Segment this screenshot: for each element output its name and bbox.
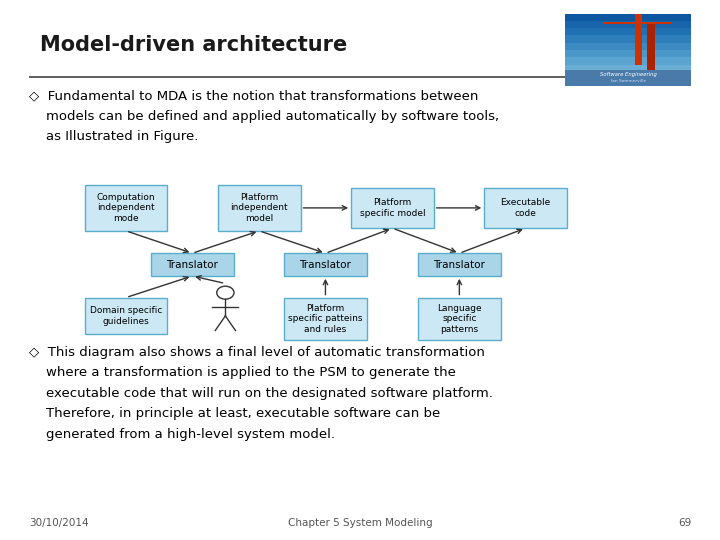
Bar — [565, 70, 691, 86]
Text: executable code that will run on the designated software platform.: executable code that will run on the des… — [29, 387, 492, 400]
Bar — [565, 65, 691, 72]
FancyBboxPatch shape — [418, 253, 501, 276]
Text: Chapter 5 System Modeling: Chapter 5 System Modeling — [288, 518, 432, 528]
Bar — [565, 43, 691, 50]
FancyBboxPatch shape — [418, 298, 501, 340]
Text: Model-driven architecture: Model-driven architecture — [40, 35, 347, 55]
Bar — [565, 36, 691, 43]
Bar — [565, 28, 691, 36]
Bar — [634, 14, 642, 65]
FancyBboxPatch shape — [284, 253, 367, 276]
Bar — [647, 24, 654, 72]
Text: 69: 69 — [678, 518, 691, 528]
Text: ◇  This diagram also shows a final level of automatic transformation: ◇ This diagram also shows a final level … — [29, 346, 485, 359]
Text: models can be defined and applied automatically by software tools,: models can be defined and applied automa… — [29, 110, 499, 123]
Text: Translator: Translator — [166, 260, 218, 269]
Text: Translator: Translator — [433, 260, 485, 269]
Text: Platform
independent
model: Platform independent model — [230, 193, 288, 223]
FancyBboxPatch shape — [484, 188, 567, 228]
Bar — [565, 57, 691, 65]
FancyBboxPatch shape — [284, 298, 367, 340]
Bar — [603, 22, 672, 24]
Text: Platform
specific patteins
and rules: Platform specific patteins and rules — [288, 303, 363, 334]
Text: Translator: Translator — [300, 260, 351, 269]
Bar — [565, 72, 691, 79]
Text: Platform
specific model: Platform specific model — [359, 198, 426, 218]
FancyBboxPatch shape — [151, 253, 233, 276]
Text: Executable
code: Executable code — [500, 198, 551, 218]
FancyBboxPatch shape — [351, 188, 433, 228]
Text: Ian Sommerville: Ian Sommerville — [611, 79, 646, 83]
Text: Language
specific
patterns: Language specific patterns — [437, 303, 482, 334]
Text: where a transformation is applied to the PSM to generate the: where a transformation is applied to the… — [29, 366, 456, 379]
FancyBboxPatch shape — [85, 298, 167, 334]
Text: ◇  Fundamental to MDA is the notion that transformations between: ◇ Fundamental to MDA is the notion that … — [29, 89, 478, 102]
Bar — [565, 21, 691, 28]
Bar — [565, 79, 691, 86]
Bar — [565, 50, 691, 57]
Text: Computation
independent
mode: Computation independent mode — [96, 193, 156, 223]
Text: generated from a high-level system model.: generated from a high-level system model… — [29, 428, 335, 441]
Text: Domain specific
guidelines: Domain specific guidelines — [90, 306, 162, 326]
FancyBboxPatch shape — [217, 185, 301, 231]
Text: 30/10/2014: 30/10/2014 — [29, 518, 89, 528]
FancyBboxPatch shape — [85, 185, 167, 231]
Text: Therefore, in principle at least, executable software can be: Therefore, in principle at least, execut… — [29, 407, 440, 420]
Bar — [565, 14, 691, 21]
Text: Software Engineering: Software Engineering — [600, 72, 657, 77]
Text: as Illustrated in Figure.: as Illustrated in Figure. — [29, 130, 198, 143]
